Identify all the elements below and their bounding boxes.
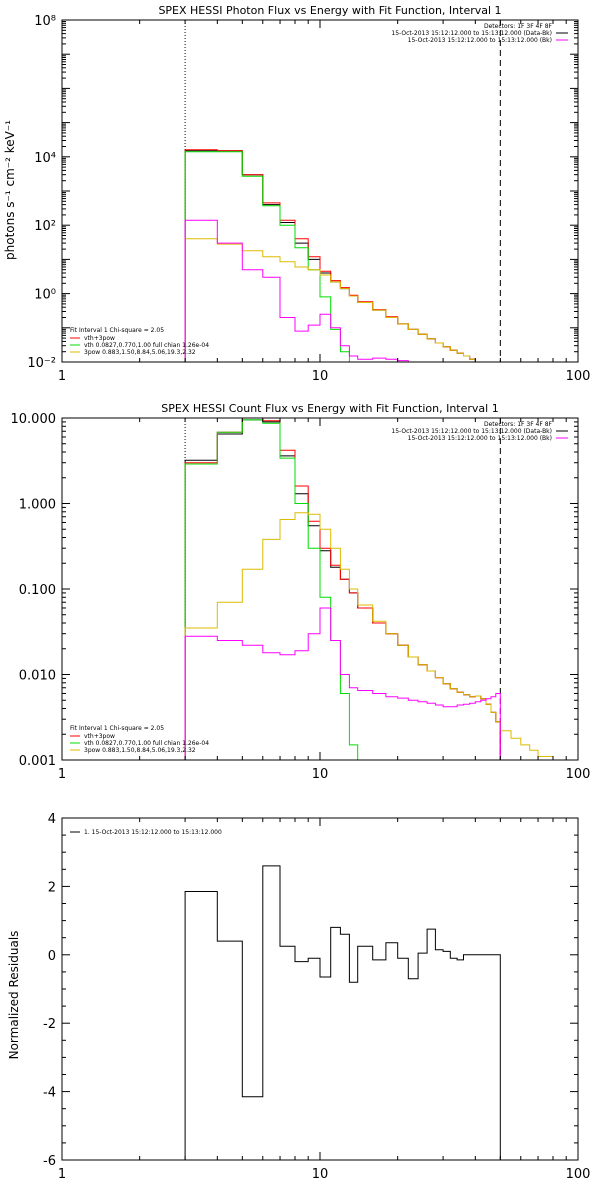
legend-right-entry: Detectors: 1F 3F 4F 8F	[484, 23, 553, 30]
legend-fit-entry: vth 0.0827,0.770,1.00 full chian 1.26e-0…	[84, 740, 209, 747]
residuals-panel: Normalized Residuals 1 10 100 -6 -4 -2 0 2 4 1. 1…	[7, 812, 590, 1182]
series-nonthermal-component	[184, 238, 578, 362]
y-tick-label: 0.010	[19, 669, 56, 684]
legend-right-entry: 15-Oct-2013 15:12:12.000 to 15:13:12.000…	[391, 428, 552, 435]
y-tick-label: 10⁻²	[27, 356, 56, 371]
legend-fit-entry: vth+3pow	[84, 335, 115, 342]
x-tick-label: 1	[58, 369, 66, 384]
plot-area	[184, 20, 578, 362]
series-total-fit	[184, 418, 501, 760]
y-tick-label: 0.100	[19, 583, 56, 598]
plot-area	[184, 418, 578, 760]
series-data-minus-bk	[184, 150, 501, 362]
x-tick-label: 10	[312, 767, 329, 782]
y-tick-label: 10⁸	[34, 14, 56, 29]
x-tick-label: 100	[566, 369, 591, 384]
y-tick-label: 10.000	[11, 412, 57, 427]
series-background	[184, 219, 501, 362]
x-tick-label: 10	[312, 369, 329, 384]
legend-fit-header: Fit Interval 1 Chi-square = 2.05	[70, 725, 164, 732]
legend-right-entry: 15-Oct-2013 15:12:12.000 to 15:13:12.000…	[391, 30, 552, 37]
series-residuals	[184, 865, 501, 1160]
residuals-ylabel: Normalized Residuals	[7, 931, 21, 1060]
y-tick-label: 0.001	[19, 754, 56, 769]
series-data-minus-bk	[184, 419, 501, 760]
legend-right-entry: 15-Oct-2013 15:12:12.000 to 15:13:12.000…	[408, 435, 552, 442]
legend-fit-entry: vth+3pow	[84, 733, 115, 740]
count-flux-title: SPEX HESSI Count Flux vs Energy with Fit…	[161, 402, 498, 415]
y-tick-label: 2	[48, 880, 56, 895]
legend-fit-entry: 3pow 0.883,1.50,8.84,5.06,19.3,2.32	[84, 349, 196, 356]
legend-right-entry: 15-Oct-2013 15:12:12.000 to 15:13:12.000…	[408, 37, 552, 44]
legend-right-entry: Detectors: 1F 3F 4F 8F	[484, 421, 553, 428]
photon-flux-panel: SPEX HESSI Photon Flux vs Energy with Fi…	[3, 4, 590, 384]
legend-residual-entry: 1. 15-Oct-2013 15:12:12.000 to 15:13:12.…	[84, 829, 222, 836]
y-tick-label: 10²	[34, 219, 56, 234]
y-tick-label: -6	[43, 1154, 56, 1169]
series-thermal-component	[184, 151, 350, 362]
legend-fit-header: Fit Interval 1 Chi-square = 2.05	[70, 327, 164, 334]
series-background	[184, 607, 501, 760]
x-tick-label: 1	[58, 1167, 66, 1182]
x-tick-label: 100	[566, 767, 591, 782]
x-tick-label: 10	[312, 1167, 329, 1182]
series-thermal-component	[184, 419, 359, 760]
y-tick-label: 0	[48, 949, 56, 964]
x-tick-label: 100	[566, 1167, 591, 1182]
count-flux-panel: SPEX HESSI Count Flux vs Energy with Fit…	[11, 402, 591, 782]
x-tick-label: 1	[58, 767, 66, 782]
photon-flux-ylabel: photons s⁻¹ cm⁻² keV⁻¹	[3, 120, 17, 260]
photon-flux-title: SPEX HESSI Photon Flux vs Energy with Fi…	[158, 4, 501, 17]
y-tick-label: -2	[43, 1017, 56, 1032]
y-tick-label: -4	[43, 1086, 56, 1101]
y-tick-label: 4	[48, 812, 56, 827]
legend-fit-entry: vth 0.0827,0.770,1.00 full chian 1.26e-0…	[84, 342, 209, 349]
series-total-fit	[184, 149, 501, 362]
y-tick-label: 10⁴	[34, 151, 56, 166]
series-nonthermal-component	[184, 512, 578, 760]
legend-fit-entry: 3pow 0.883,1.50,8.84,5.06,19.3,2.32	[84, 747, 196, 754]
plot-area	[184, 865, 501, 1160]
y-tick-label: 1.000	[19, 498, 56, 513]
y-tick-label: 10⁰	[34, 288, 56, 303]
